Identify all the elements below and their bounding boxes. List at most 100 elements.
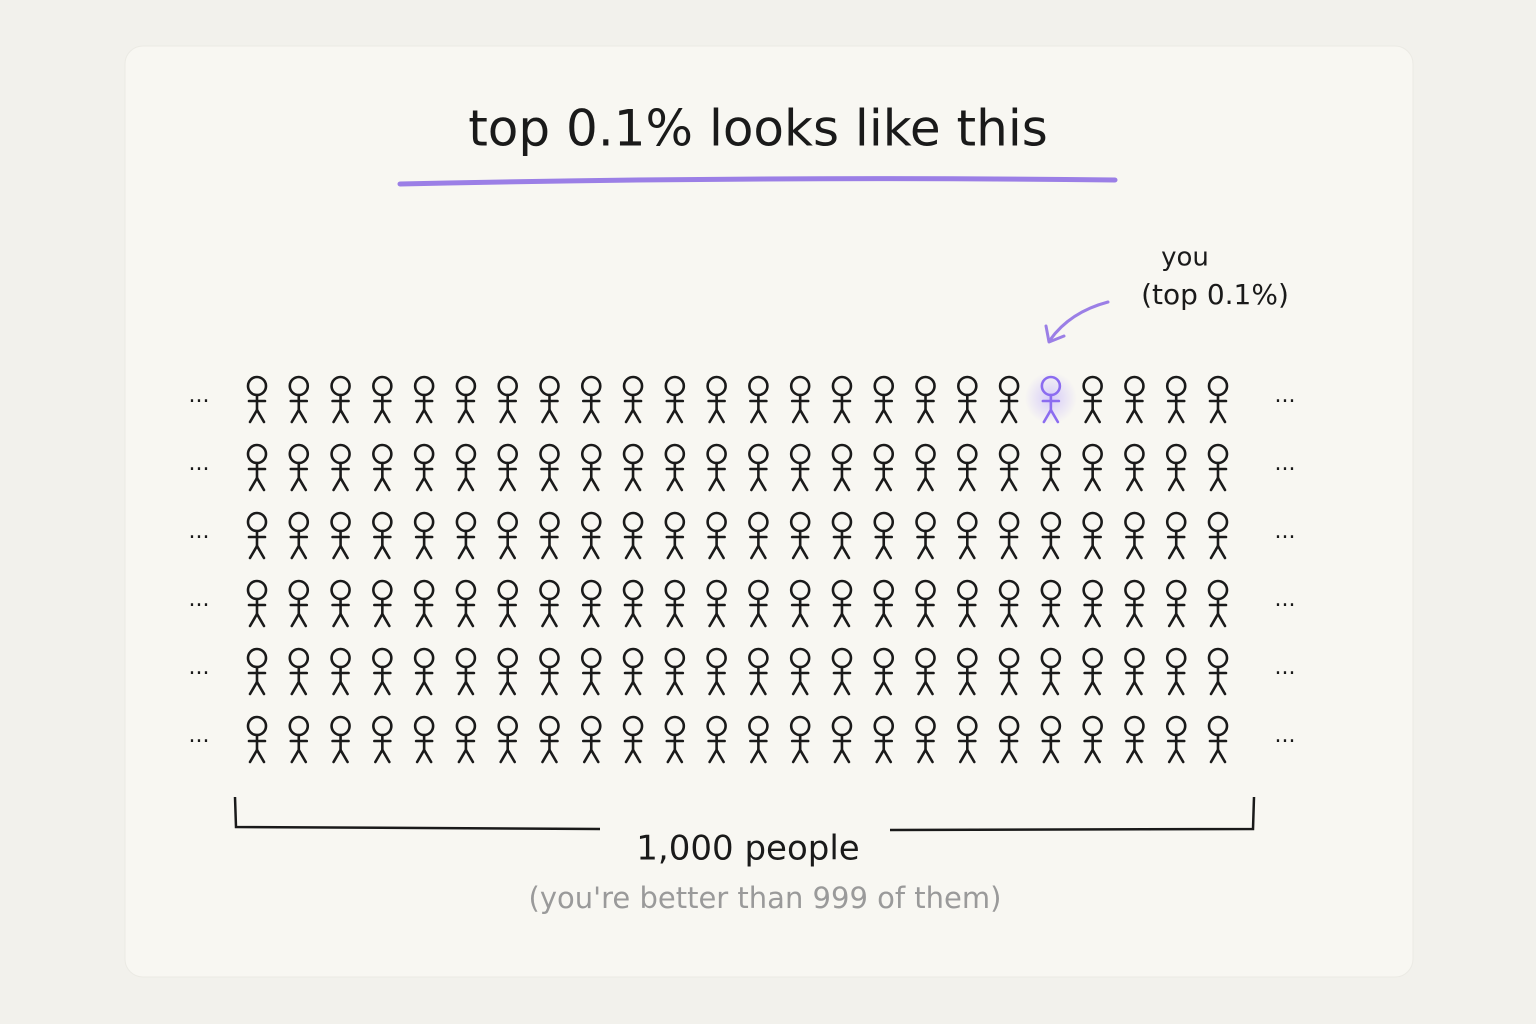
legs (457, 475, 475, 492)
person (957, 443, 978, 492)
legs (1209, 747, 1227, 764)
person (706, 375, 727, 424)
legs (666, 475, 684, 492)
person (1124, 511, 1145, 560)
person (998, 579, 1020, 628)
person (539, 511, 560, 560)
person (1207, 647, 1229, 696)
legs (959, 543, 976, 560)
person (497, 647, 518, 696)
legs (499, 543, 516, 560)
legs (290, 611, 308, 628)
person (413, 443, 435, 492)
person (455, 715, 477, 764)
person (1082, 375, 1103, 424)
legs (1167, 679, 1185, 696)
legs (750, 747, 767, 764)
legs (1084, 611, 1101, 628)
person (1207, 579, 1229, 628)
person (1124, 715, 1145, 764)
person (246, 579, 268, 628)
ellipsis-right: ... (1275, 383, 1296, 408)
callout-you: you (1161, 243, 1209, 273)
person (372, 375, 393, 424)
person (1082, 647, 1103, 696)
person (497, 511, 518, 560)
person (664, 579, 686, 628)
legs (624, 475, 642, 492)
person (622, 579, 644, 628)
legs (1209, 543, 1227, 560)
person (1165, 375, 1187, 424)
person (1040, 647, 1062, 696)
ellipsis-left: ... (189, 383, 210, 408)
person (873, 511, 895, 560)
person (664, 715, 686, 764)
person (539, 579, 560, 628)
person (1040, 715, 1062, 764)
person (873, 579, 895, 628)
legs (499, 747, 516, 764)
person (998, 511, 1020, 560)
legs (917, 475, 934, 492)
person (706, 647, 727, 696)
legs (1042, 543, 1060, 560)
person (831, 511, 853, 560)
person (539, 443, 560, 492)
legs (1126, 747, 1143, 764)
legs (750, 611, 767, 628)
person (539, 375, 560, 424)
legs (541, 475, 558, 492)
person (288, 579, 310, 628)
legs (750, 543, 767, 560)
legs (1000, 611, 1018, 628)
legs (666, 747, 684, 764)
callout-top: (top 0.1%) (1141, 278, 1289, 311)
person (831, 443, 853, 492)
legs (332, 475, 349, 492)
legs (1126, 407, 1143, 424)
person (664, 511, 686, 560)
person (246, 647, 268, 696)
legs (541, 407, 558, 424)
bracket-label: 1,000 people (636, 829, 859, 869)
legs (1042, 747, 1060, 764)
legs (415, 747, 433, 764)
person (1207, 511, 1229, 560)
person (497, 715, 518, 764)
person (664, 375, 686, 424)
legs (875, 747, 893, 764)
person (413, 511, 435, 560)
person-highlight (1024, 372, 1077, 424)
legs (582, 407, 600, 424)
legs (875, 611, 893, 628)
legs (248, 679, 266, 696)
legs (248, 543, 266, 560)
legs (1042, 679, 1060, 696)
person (288, 647, 310, 696)
person (957, 647, 978, 696)
legs (332, 679, 349, 696)
legs (374, 543, 391, 560)
legs (457, 611, 475, 628)
person (1165, 443, 1187, 492)
legs (582, 747, 600, 764)
legs (1209, 407, 1227, 424)
legs (374, 407, 391, 424)
person (831, 375, 853, 424)
person (580, 375, 602, 424)
callout-arrow (1048, 300, 1110, 342)
legs (457, 543, 475, 560)
legs (374, 679, 391, 696)
person (413, 375, 435, 424)
legs (917, 747, 934, 764)
legs (624, 747, 642, 764)
legs (290, 679, 308, 696)
person (413, 715, 435, 764)
legs (959, 407, 976, 424)
legs (959, 611, 976, 628)
person (664, 647, 686, 696)
person (957, 579, 978, 628)
person (873, 375, 895, 424)
legs (1167, 543, 1185, 560)
